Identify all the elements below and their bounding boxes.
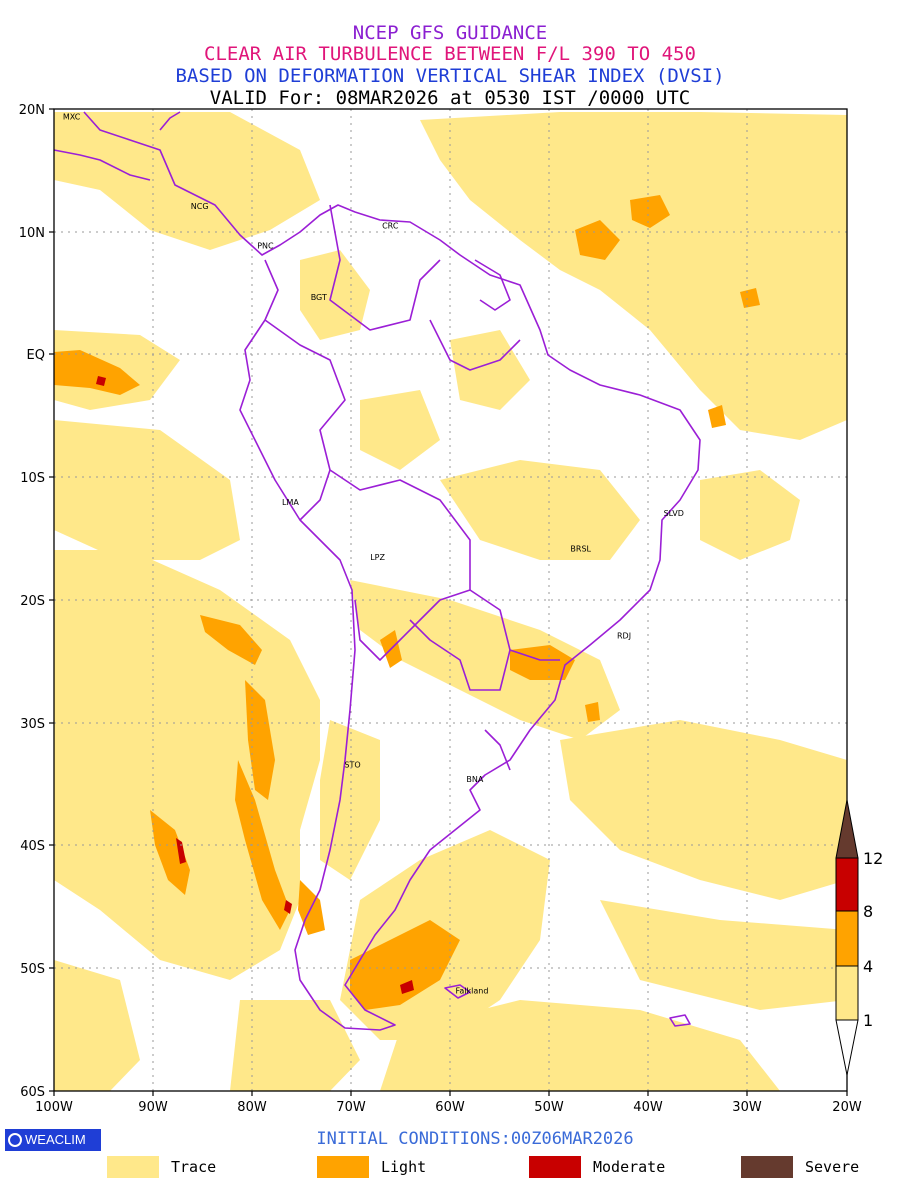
city-label-sto: STO: [344, 761, 360, 770]
initial-conditions: INITIAL CONDITIONS:00Z06MAR2026: [316, 1129, 634, 1149]
lon-label: 70W: [336, 1100, 366, 1115]
colorbar-tick: 4: [863, 957, 873, 976]
graticule: [54, 109, 847, 1091]
title-line-2: CLEAR AIR TURBULENCE BETWEEN F/L 390 TO …: [204, 43, 696, 65]
city-label-falkland: Falkland: [456, 986, 489, 995]
lon-label: 50W: [534, 1100, 564, 1115]
city-label-slvd: SLVD: [664, 509, 684, 518]
city-labels: MXC NCG CRC PNC BGT LMA SLVD BRSL LPZ RDJ STO BNA Fa…: [63, 112, 684, 995]
axis-ticks: [49, 108, 848, 1096]
city-label-bgt: BGT: [311, 293, 327, 302]
lat-label: EQ: [27, 348, 45, 363]
legend-label: Light: [381, 1158, 427, 1176]
lon-label: 20W: [832, 1100, 862, 1115]
lat-label: 10S: [20, 471, 45, 486]
city-label-ncg: NCG: [191, 202, 209, 211]
logo-label: WEACLIM: [25, 1132, 86, 1147]
lat-label: 60S: [20, 1085, 45, 1100]
title-line-3: BASED ON DEFORMATION VERTICAL SHEAR INDE…: [175, 65, 725, 87]
latitude-labels: 20N 10N EQ 10S 20S 30S 40S 50S 60S: [19, 103, 45, 1100]
city-label-brsl: BRSL: [570, 544, 591, 553]
lat-label: 30S: [20, 717, 45, 732]
lon-label: 100W: [35, 1100, 73, 1115]
colorbar-tick: 1: [863, 1011, 873, 1030]
city-label-crc: CRC: [382, 222, 399, 231]
legend-label: Moderate: [593, 1158, 666, 1176]
legend-severe: Severe: [741, 1155, 859, 1179]
lon-label: 90W: [138, 1100, 168, 1115]
lat-label: 50S: [20, 962, 45, 977]
lon-label: 80W: [237, 1100, 267, 1115]
legend-label: Severe: [805, 1158, 860, 1176]
legend-swatch: [741, 1156, 793, 1178]
logo-ring-icon: [8, 1133, 22, 1147]
colorbar-light: [835, 910, 859, 967]
colorbar-moderate: [835, 857, 859, 912]
longitude-labels: 100W 90W 80W 70W 60W 50W 40W 30W 20W: [35, 1100, 862, 1115]
legend-trace: Trace: [107, 1155, 216, 1179]
colorbar-below: [835, 1019, 859, 1076]
valid-time: VALID For: 08MAR2026 at 0530 IST /0000 U…: [209, 87, 691, 109]
lon-label: 40W: [633, 1100, 663, 1115]
city-label-rdj: RDJ: [617, 632, 631, 641]
lat-label: 20N: [19, 103, 45, 118]
turbulence-shading: [54, 112, 847, 1091]
weaclim-logo: WEACLIM: [5, 1129, 101, 1151]
legend-label: Trace: [171, 1158, 217, 1176]
colorbar-trace: [835, 965, 859, 1021]
lat-label: 10N: [19, 226, 45, 241]
city-label-mxc: MXC: [63, 112, 81, 121]
legend-moderate: Moderate: [529, 1155, 665, 1179]
city-label-bna: BNA: [466, 775, 483, 784]
colorbar: 12 8 4 1: [835, 799, 883, 1076]
lat-label: 20S: [20, 594, 45, 609]
coastlines: [53, 111, 701, 1031]
colorbar-tick: 8: [863, 902, 873, 921]
lat-label: 40S: [20, 839, 45, 854]
city-label-pnc: PNC: [257, 241, 274, 250]
lon-label: 60W: [435, 1100, 465, 1115]
title-line-1: NCEP GFS GUIDANCE: [352, 22, 548, 44]
legend-swatch: [107, 1156, 159, 1178]
city-label-lma: LMA: [282, 498, 299, 507]
legend-swatch: [317, 1156, 369, 1178]
legend-light: Light: [317, 1155, 426, 1179]
city-label-lpz: LPZ: [370, 553, 385, 562]
legend-swatch: [529, 1156, 581, 1178]
colorbar-tick: 12: [863, 849, 883, 868]
lon-label: 30W: [732, 1100, 762, 1115]
